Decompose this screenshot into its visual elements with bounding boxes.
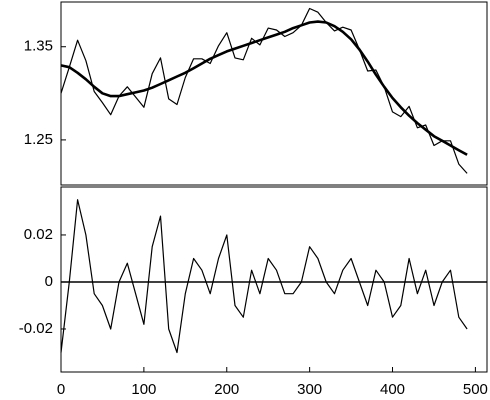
- plot-frame: [60, 186, 488, 373]
- data-line: [60, 20, 468, 156]
- data-line: [60, 199, 468, 354]
- y-tick-label: 0.02: [24, 226, 53, 243]
- y-tick-label: -0.02: [19, 320, 53, 337]
- y-tick-label: 1.35: [24, 38, 53, 55]
- x-tick-label: 400: [380, 381, 405, 398]
- x-tick-label: 300: [297, 381, 322, 398]
- plot-frame: [60, 1, 488, 186]
- data-line: [60, 7, 468, 174]
- y-tick-label: 1.25: [24, 131, 53, 148]
- x-tick-label: 500: [463, 381, 488, 398]
- x-tick-label: 0: [57, 381, 65, 398]
- y-tick-label: 0: [45, 273, 53, 290]
- x-tick-label: 100: [131, 381, 156, 398]
- x-tick-label: 200: [214, 381, 239, 398]
